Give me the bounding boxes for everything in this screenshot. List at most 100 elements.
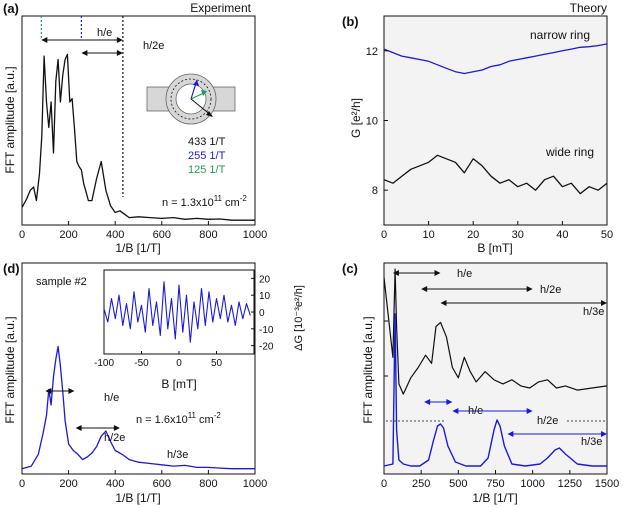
arrow-h-e-head-right: [116, 37, 123, 43]
x-tick-label: 40: [556, 229, 568, 241]
arrow-h-e-head-left: [41, 37, 48, 43]
x-tick-label: 0: [19, 229, 25, 241]
arrow-top-h-3e-head-left: [440, 300, 447, 306]
wide-ring-curve: [383, 154, 608, 195]
x-axis-label: 1/B [1/T]: [115, 491, 160, 505]
x-tick-label: 0: [176, 358, 182, 369]
arrow-top-h-e-head-right: [434, 270, 441, 276]
arrow-h-2e-head-left: [75, 425, 82, 431]
arrow-top-h-e-head-left: [392, 270, 399, 276]
y-tick-label: -10: [259, 325, 274, 336]
panel-a: 0 200 400 600 800 1000 1/B [1/T] FFT amplitud…: [3, 15, 267, 255]
y-axis-label: FFT amplitude [a.u.]: [361, 316, 375, 423]
density-annotation: n = 1.6x1011 cm-2: [136, 411, 221, 426]
x-tick-label: 400: [106, 478, 124, 490]
plot-frame: [383, 15, 608, 226]
arrow-bottom-h-e-head-right: [446, 399, 453, 405]
x-tick-label: 1250: [558, 478, 582, 490]
x-tick-label: 10: [422, 229, 434, 241]
arrow-label-h-2e: h/2e: [104, 432, 125, 444]
arrow-label-h-e-top: h/e: [457, 268, 472, 280]
density-annotation: n = 1.3x1011 cm-2: [162, 194, 247, 209]
sample-label: sample #2: [36, 276, 87, 288]
arrow-label-h-2e-top: h/2e: [540, 284, 561, 296]
arrow-label-h-e: h/e: [104, 392, 119, 404]
x-tick-label: 600: [153, 229, 171, 241]
theory-header: Theory: [570, 1, 607, 15]
x-tick-label: 1500: [595, 478, 619, 490]
x-tick-label: 200: [59, 229, 77, 241]
panel-label-a: (a): [3, 1, 19, 16]
x-tick-label: 1000: [243, 478, 267, 490]
y-axis-label: FFT amplitude [a.u.]: [3, 66, 17, 173]
x-tick-label: 20: [467, 229, 479, 241]
panel-c: 0 250 500 750 1000 1250 1500 1/B [1/T] FFT amp…: [361, 262, 619, 505]
arrow-label-h-e: h/e: [97, 27, 112, 39]
plot-layer: [383, 268, 608, 467]
fft-curve-experiment: [21, 53, 255, 221]
axis-ticks: -100 -50 0 50 20 10 0 -10 -20: [94, 274, 274, 369]
arrow-h-2e-head-right: [113, 425, 120, 431]
arrow-label-h-e-bottom: h/e: [468, 405, 483, 417]
ring-schematic: [146, 73, 236, 125]
y-tick-label: 10: [259, 291, 271, 302]
experiment-header: Experiment: [190, 1, 251, 15]
y-tick-label: 20: [259, 274, 271, 285]
x-axis-label: B [mT]: [161, 377, 196, 391]
arrow-bottom-h-3e-head-right: [601, 431, 607, 437]
x-tick-label: 0: [19, 478, 25, 490]
x-tick-label: 800: [199, 478, 217, 490]
y-axis-label: ΔG [10⁻³e²/h]: [293, 285, 305, 351]
x-axis-label: 1/B [1/T]: [115, 241, 160, 255]
x-tick-label: 50: [601, 229, 613, 241]
legend-255: 255 1/T: [188, 150, 226, 162]
panel-label-d: (d): [3, 261, 20, 276]
arrow-label-h-3e-bottom: h/3e: [581, 436, 602, 448]
y-tick-label: -20: [259, 342, 274, 353]
x-tick-label: 30: [512, 229, 524, 241]
x-tick-label: 800: [199, 229, 217, 241]
x-axis-label: 1/B [1/T]: [472, 491, 517, 505]
plot-layer: [21, 16, 255, 221]
x-ticks: 0 200 400 600 800 1000: [19, 470, 267, 490]
fft-curve-theory-narrow: [383, 313, 607, 467]
arrow-bottom-h-2e-head-left: [452, 408, 459, 414]
y-tick-label: 0: [259, 308, 265, 319]
arrow-bottom-h-2e-head-right: [526, 408, 533, 414]
y-tick-label: 8: [372, 185, 378, 197]
narrow-ring-curve: [383, 43, 608, 75]
legend-125: 125 1/T: [188, 164, 226, 176]
x-axis-label: B [mT]: [477, 241, 512, 255]
x-tick-label: 50: [211, 358, 223, 369]
x-tick-label: -100: [94, 358, 114, 369]
y-axis-label: G [e²/h]: [349, 98, 363, 138]
y-axis-label: FFT amplitude [a.u.]: [3, 316, 17, 423]
panel-label-b: (b): [342, 14, 359, 29]
arrow-top-h-2e-head-left: [421, 286, 428, 292]
x-tick-label: 250: [412, 478, 430, 490]
plot-layer: [383, 43, 608, 195]
x-tick-label: 1000: [520, 478, 544, 490]
x-tick-label: 600: [153, 478, 171, 490]
plot-layer: [103, 281, 251, 343]
plot-frame: [103, 269, 255, 355]
panel-label-c: (c): [342, 261, 358, 276]
y-tick-label: 10: [366, 116, 378, 128]
fft-curve-sample2: [21, 345, 255, 470]
x-tick-label: 0: [381, 478, 387, 490]
y-tick-label: 12: [366, 46, 378, 58]
arrow-label-h-2e-bottom: h/2e: [537, 415, 558, 427]
panel-b: 0 10 20 30 40 50 8 10 12 B [mT] G [e²/h] narrow …: [349, 15, 613, 255]
series-label-wide-ring: wide ring: [545, 145, 594, 159]
x-ticks: 0 250 500 750 1000 1250 1500: [381, 320, 619, 490]
arrow-label-h-3e: h/3e: [167, 449, 188, 461]
fft-curve-theory-wide: [383, 268, 608, 395]
arrow-top-h-3e-head-right: [601, 300, 607, 306]
plot-frame: [21, 15, 256, 226]
x-tick-label: 750: [486, 478, 504, 490]
arrow-bottom-h-3e-head-left: [507, 431, 514, 437]
delta-g-trace: [103, 281, 251, 343]
x-tick-label: 1000: [243, 229, 267, 241]
arrow-h-e-head-left: [45, 388, 52, 394]
